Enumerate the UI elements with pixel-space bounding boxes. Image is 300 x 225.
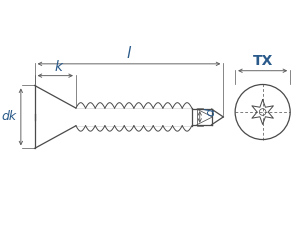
Text: k: k [54,60,62,74]
Text: l: l [127,46,131,61]
Text: TX: TX [253,54,273,68]
Text: dk: dk [2,110,17,124]
Text: d: d [205,108,218,116]
